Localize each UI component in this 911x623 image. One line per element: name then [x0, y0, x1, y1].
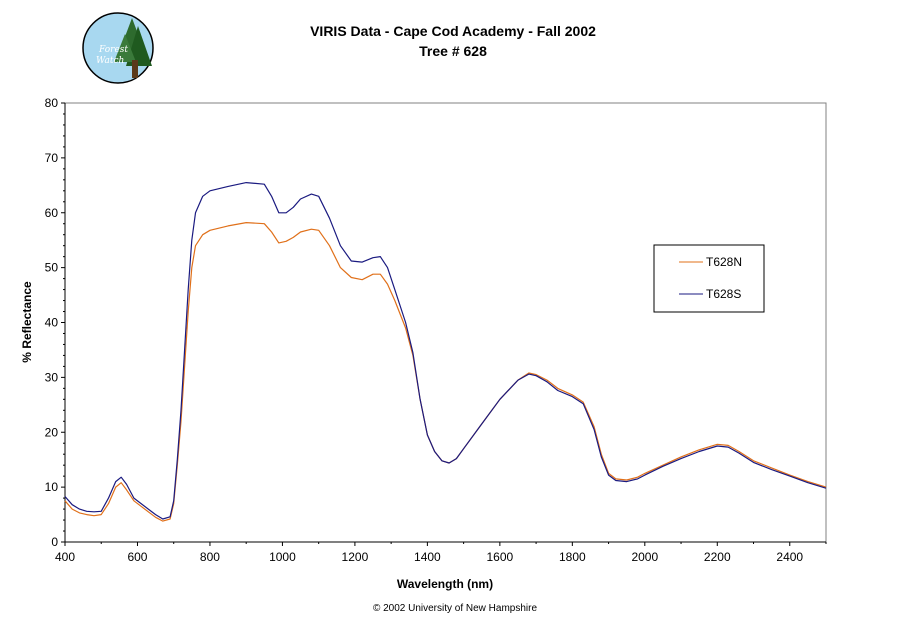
- chart-title: VIRIS Data - Cape Cod Academy - Fall 200…: [310, 23, 596, 39]
- forest-watch-logo: Forest Watch: [82, 12, 154, 84]
- tree-icon: [114, 18, 152, 78]
- x-tick-label: 1800: [559, 550, 586, 564]
- x-tick-label: 1600: [487, 550, 514, 564]
- x-tick-label: 600: [127, 550, 147, 564]
- x-tick-label: 1200: [342, 550, 369, 564]
- x-tick-label: 2200: [704, 550, 731, 564]
- x-tick-label: 1400: [414, 550, 441, 564]
- x-tick-label: 2000: [631, 550, 658, 564]
- legend-label-t628s: T628S: [706, 287, 741, 301]
- x-tick-label: 800: [200, 550, 220, 564]
- y-tick-label: 70: [45, 151, 59, 165]
- x-axis-title: Wavelength (nm): [397, 577, 493, 591]
- series-layer: [64, 182, 827, 522]
- copyright-footer: © 2002 University of New Hampshire: [373, 603, 538, 614]
- legend: T628N T628S: [653, 244, 765, 313]
- series-line-t628n: [64, 222, 827, 522]
- y-tick-label: 50: [45, 261, 59, 275]
- y-tick-label: 60: [45, 206, 59, 220]
- plot-area: [64, 102, 827, 543]
- y-tick-label: 40: [45, 316, 59, 330]
- y-axis-title: % Reflectance: [20, 281, 34, 363]
- x-tick-label: 2400: [776, 550, 803, 564]
- x-axis-ticks: 400 600 800 1000 1200 1400 1600 1800 2000 2200 240…: [55, 542, 827, 564]
- y-tick-label: 80: [45, 96, 59, 110]
- y-tick-label: 20: [45, 425, 59, 439]
- logo-text-line2: Watch: [96, 56, 124, 66]
- legend-box: [653, 244, 765, 313]
- x-tick-label: 400: [55, 550, 75, 564]
- legend-label-t628n: T628N: [706, 255, 742, 269]
- y-tick-label: 30: [45, 370, 59, 384]
- y-axis-ticks: 0 10 20 30 40 50 60 70 80: [45, 96, 65, 549]
- chart-subtitle: Tree # 628: [419, 43, 487, 59]
- y-tick-label: 0: [51, 535, 58, 549]
- x-tick-label: 1000: [269, 550, 296, 564]
- y-tick-label: 10: [45, 480, 59, 494]
- series-line-t628s: [64, 182, 827, 520]
- logo-text-line1: Forest: [98, 45, 128, 55]
